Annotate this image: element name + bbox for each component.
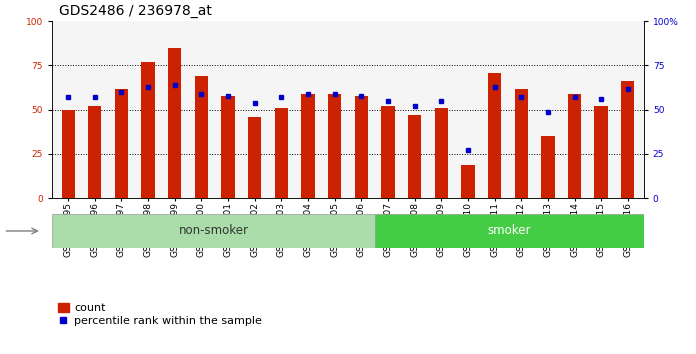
Bar xyxy=(381,106,395,198)
Bar xyxy=(594,106,608,198)
Bar xyxy=(461,165,475,198)
Bar xyxy=(514,88,528,198)
Bar xyxy=(568,94,581,198)
Bar xyxy=(221,96,235,198)
Bar xyxy=(355,96,368,198)
Bar xyxy=(275,108,288,198)
Bar xyxy=(434,108,448,198)
Bar xyxy=(61,110,75,198)
Bar xyxy=(52,214,375,248)
Bar xyxy=(141,62,155,198)
Bar xyxy=(248,117,262,198)
Bar xyxy=(115,88,128,198)
Text: non-smoker: non-smoker xyxy=(179,224,248,238)
Bar xyxy=(488,73,501,198)
Bar xyxy=(541,136,555,198)
Bar xyxy=(301,94,315,198)
Bar xyxy=(195,76,208,198)
Bar xyxy=(621,81,635,198)
Legend: count, percentile rank within the sample: count, percentile rank within the sample xyxy=(58,303,262,326)
Bar xyxy=(408,115,421,198)
Bar xyxy=(88,106,102,198)
Bar xyxy=(328,94,341,198)
Bar xyxy=(168,48,182,198)
Bar xyxy=(375,214,644,248)
Text: smoker: smoker xyxy=(488,224,531,238)
Text: GDS2486 / 236978_at: GDS2486 / 236978_at xyxy=(59,4,212,18)
